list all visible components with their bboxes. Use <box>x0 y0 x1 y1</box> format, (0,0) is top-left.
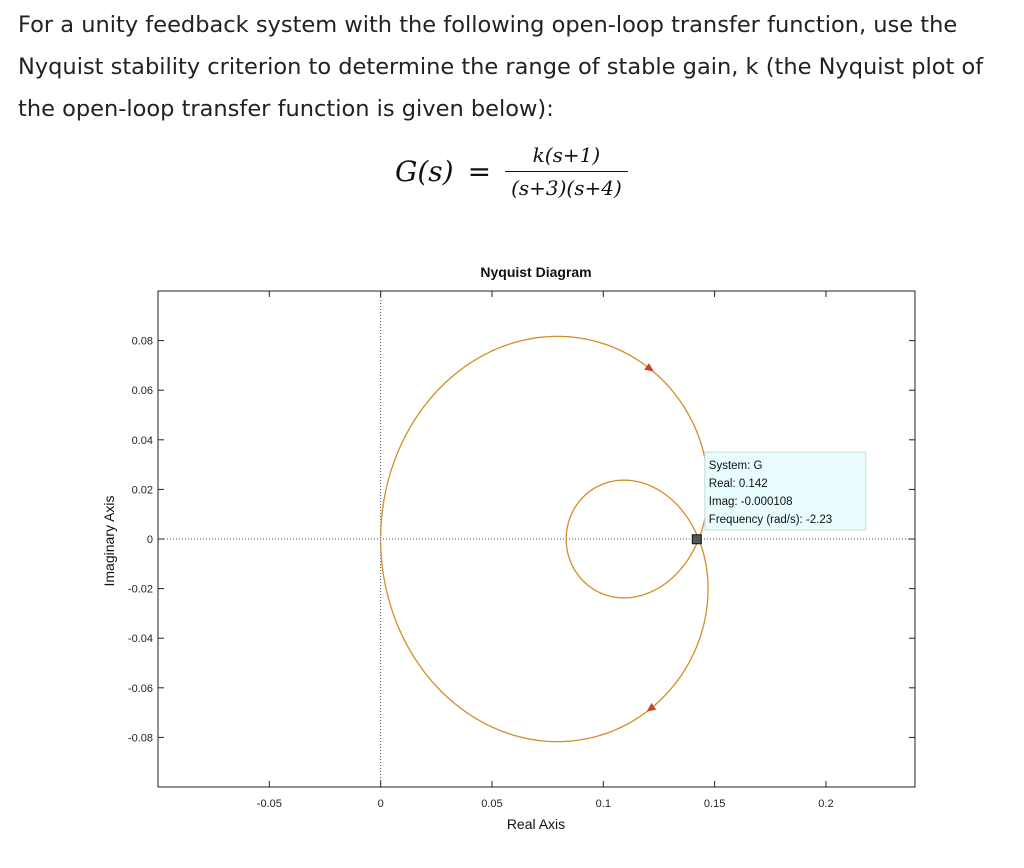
datatip-marker <box>691 534 702 545</box>
datatip-line: Imag: -0.000108 <box>709 496 793 508</box>
equation-numerator: k(s+1) <box>532 142 601 167</box>
nyquist-curve-positive-frequency <box>380 479 709 743</box>
direction-arrow-bottom <box>646 703 657 712</box>
y-tick-label: 0.06 <box>132 385 153 397</box>
y-tick-label: -0.08 <box>128 732 153 744</box>
datatip-line: System: G <box>709 460 763 472</box>
plot-area: -0.05 0 0.05 0.1 0.15 0.2 0.08 0.06 0.04 0.02 0 -0.… <box>128 290 916 810</box>
y-tick-label: -0.06 <box>128 683 153 695</box>
y-tick-label: 0 <box>147 534 153 546</box>
datatip-line: Real: 0.142 <box>709 478 768 490</box>
x-axis-label: Real Axis <box>507 816 565 832</box>
datatip-line: Frequency (rad/s): -2.23 <box>709 514 832 526</box>
y-tick-label: 0.04 <box>132 435 153 447</box>
y-tick-label: 0.08 <box>132 336 153 348</box>
x-tick-label: 0 <box>378 798 384 810</box>
equation-fraction: k(s+1) (s+3)(s+4) <box>505 143 628 200</box>
y-tick-label: -0.02 <box>128 584 153 596</box>
equation-denominator: (s+3)(s+4) <box>505 170 628 200</box>
x-tick-label: 0.05 <box>481 798 502 810</box>
equation-equals: = <box>467 154 492 188</box>
x-tick-label: -0.05 <box>257 798 282 810</box>
equation-lhs: G(s) <box>395 154 454 188</box>
x-tick-label: 0.1 <box>596 798 611 810</box>
transfer-function-equation: G(s) = k(s+1) (s+3)(s+4) <box>395 140 628 202</box>
question-text: For a unity feedback system with the fol… <box>18 12 984 122</box>
x-tick-label: 0.15 <box>704 798 725 810</box>
chart-title: Nyquist Diagram <box>480 264 591 280</box>
x-tick-label: 0.2 <box>818 798 833 810</box>
y-axis-label: Imaginary Axis <box>101 495 117 586</box>
y-tick-label: -0.04 <box>128 633 153 645</box>
direction-arrow-top <box>644 363 654 372</box>
y-tick-label: 0.02 <box>132 484 153 496</box>
nyquist-curve-negative-frequency <box>380 335 709 599</box>
datatip-box <box>704 451 867 531</box>
